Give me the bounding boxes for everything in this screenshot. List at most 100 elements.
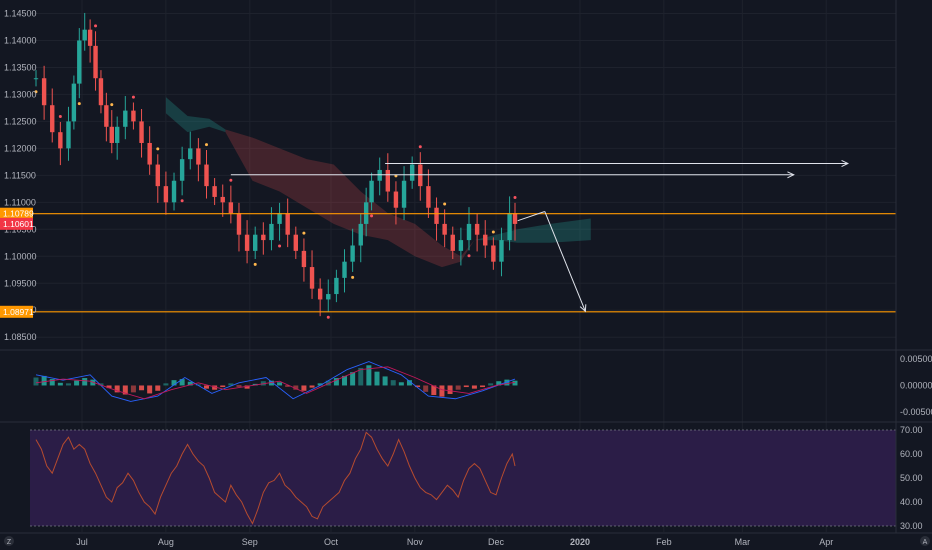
candle-body-7 <box>82 29 87 41</box>
candle-body-10 <box>98 78 104 106</box>
candle-body-41 <box>342 261 347 278</box>
candle-body-28 <box>236 213 242 235</box>
macd-bar-49 <box>431 385 437 396</box>
price-tick-label: 1.08500 <box>4 332 37 342</box>
horizontal-levels[interactable] <box>30 213 896 313</box>
macd-bar-23 <box>220 385 226 388</box>
candle-body-6 <box>77 40 82 84</box>
candle-body-5 <box>71 83 77 122</box>
macd-bar-12 <box>130 385 136 393</box>
macd-bar-34 <box>309 385 315 388</box>
macd-bar-18 <box>179 379 185 386</box>
toolbar-left[interactable]: Z <box>4 536 14 546</box>
arrow-head-0 <box>841 159 850 167</box>
auto-scale-icon-label: A <box>923 539 928 546</box>
macd-bar-57 <box>496 381 502 386</box>
fractal-dot-9 <box>94 24 98 28</box>
macd-axis[interactable]: 0.00500 0.00000 -0.00500 <box>900 354 932 417</box>
pane-dividers[interactable] <box>0 0 932 534</box>
macd-bar-2 <box>49 379 55 386</box>
macd-bar-25 <box>236 385 242 387</box>
arrow-head-1 <box>787 171 795 179</box>
fractal-dot-6 <box>77 102 81 106</box>
rsi-tick-label: 60.00 <box>900 449 923 459</box>
price-tick-label: 1.14500 <box>4 8 37 18</box>
zoom-icon[interactable] <box>4 536 14 546</box>
candle-body-42 <box>350 245 355 262</box>
macd-bar-59 <box>512 380 518 386</box>
price-tag-2[interactable]: 1.08971 <box>0 305 34 318</box>
time-axis[interactable]: Jul Aug Sep Oct Nov Dec 2020 Feb Mar Apr <box>76 537 833 547</box>
macd-bar-15 <box>155 385 161 391</box>
price-tick-label: 1.09500 <box>4 278 37 288</box>
macd-bar-42 <box>374 371 380 386</box>
cloud-green-late <box>474 218 591 243</box>
price-tag-0[interactable]: 1.10789 <box>0 207 34 220</box>
macd-line <box>35 361 516 402</box>
time-tick-label: Aug <box>158 537 174 547</box>
fractal-dot-39 <box>326 315 330 319</box>
fractal-dot-63 <box>513 195 517 199</box>
macd-bar-45 <box>398 382 404 386</box>
rsi-panel <box>30 429 896 527</box>
fractal-dot-12 <box>110 103 114 107</box>
macd-panel <box>33 361 518 402</box>
fractal-dot-45 <box>370 214 374 218</box>
cloud-green-early <box>165 97 226 133</box>
candle-body-30 <box>253 234 258 251</box>
macd-bar-13 <box>139 385 145 391</box>
macd-bar-6 <box>82 378 88 386</box>
macd-bar-36 <box>325 380 331 386</box>
price-axis[interactable]: 1.14500 1.14000 1.13500 1.13000 1.12500 1.120… <box>0 8 37 342</box>
fractal-dot-60 <box>491 230 495 234</box>
macd-bar-4 <box>65 383 71 386</box>
macd-bar-40 <box>358 367 364 386</box>
macd-bar-50 <box>439 385 445 397</box>
macd-bar-58 <box>504 379 510 386</box>
candle-body-23 <box>196 148 201 165</box>
macd-bar-16 <box>163 383 169 386</box>
fractal-dot-36 <box>302 231 306 235</box>
projection-arrows[interactable] <box>230 159 850 313</box>
macd-bar-11 <box>122 385 128 395</box>
candle-body-56 <box>458 240 464 251</box>
candle-body-32 <box>269 223 274 241</box>
macd-bar-14 <box>147 385 153 394</box>
fractal-dot-33 <box>278 244 282 248</box>
time-tick-label: Dec <box>488 537 505 547</box>
macd-bar-38 <box>342 375 348 386</box>
candle-body-33 <box>277 213 282 224</box>
macd-bar-43 <box>382 376 388 386</box>
macd-bar-44 <box>390 380 396 386</box>
macd-bar-26 <box>244 385 250 389</box>
macd-bar-51 <box>447 385 453 394</box>
price-tick-label: 1.12500 <box>4 116 37 126</box>
time-tick-label: Mar <box>735 537 751 547</box>
rsi-tick-label: 50.00 <box>900 473 923 483</box>
rsi-tick-label: 40.00 <box>900 497 923 507</box>
rsi-tick-label: 70.00 <box>900 425 923 435</box>
candle-body-50 <box>409 164 415 181</box>
candle-body-24 <box>204 164 209 187</box>
ichimoku-cloud <box>165 97 591 268</box>
macd-bar-10 <box>114 385 120 393</box>
macd-bar-33 <box>301 385 307 391</box>
macd-tick-label: -0.00500 <box>900 407 932 417</box>
macd-bar-56 <box>488 383 494 386</box>
arrow-head-3 <box>579 304 587 313</box>
toolbar-right[interactable]: A <box>920 536 930 546</box>
arrow-line-2[interactable] <box>517 211 545 222</box>
time-tick-label: Sep <box>242 537 258 547</box>
price-tag-1[interactable]: 1.10601 <box>0 217 34 230</box>
macd-bar-0 <box>33 377 39 386</box>
macd-bar-29 <box>268 380 274 386</box>
candle-body-11 <box>104 105 109 127</box>
macd-bar-47 <box>415 385 421 388</box>
rsi-axis[interactable]: 70.00 60.00 50.00 40.00 30.00 <box>900 425 923 531</box>
auto-scale-icon[interactable] <box>920 536 930 546</box>
arrow-line-3[interactable] <box>544 211 586 312</box>
price-tick-label: 1.13000 <box>4 89 37 99</box>
time-tick-label: Jul <box>76 537 88 547</box>
macd-bar-41 <box>366 365 372 386</box>
